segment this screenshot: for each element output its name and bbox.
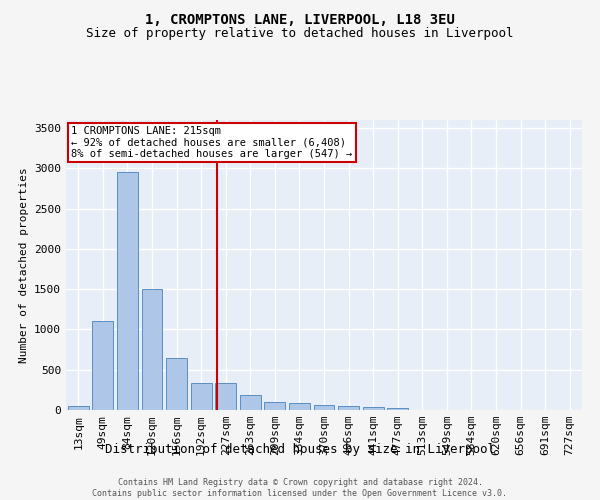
Text: 1 CROMPTONS LANE: 215sqm
← 92% of detached houses are smaller (6,408)
8% of semi: 1 CROMPTONS LANE: 215sqm ← 92% of detach…	[71, 126, 352, 159]
Text: Distribution of detached houses by size in Liverpool: Distribution of detached houses by size …	[105, 442, 495, 456]
Y-axis label: Number of detached properties: Number of detached properties	[19, 167, 29, 363]
Bar	[362, 407, 383, 410]
Bar	[117, 172, 138, 410]
Bar	[265, 402, 286, 410]
Bar	[338, 406, 359, 410]
Bar	[240, 395, 261, 410]
Text: Size of property relative to detached houses in Liverpool: Size of property relative to detached ho…	[86, 28, 514, 40]
Bar	[92, 322, 113, 410]
Bar	[166, 358, 187, 410]
Bar	[387, 408, 408, 410]
Bar	[314, 405, 334, 410]
Bar	[289, 403, 310, 410]
Bar	[215, 382, 236, 410]
Bar	[142, 289, 163, 410]
Bar	[68, 406, 89, 410]
Text: Contains HM Land Registry data © Crown copyright and database right 2024.
Contai: Contains HM Land Registry data © Crown c…	[92, 478, 508, 498]
Bar	[191, 382, 212, 410]
Text: 1, CROMPTONS LANE, LIVERPOOL, L18 3EU: 1, CROMPTONS LANE, LIVERPOOL, L18 3EU	[145, 12, 455, 26]
